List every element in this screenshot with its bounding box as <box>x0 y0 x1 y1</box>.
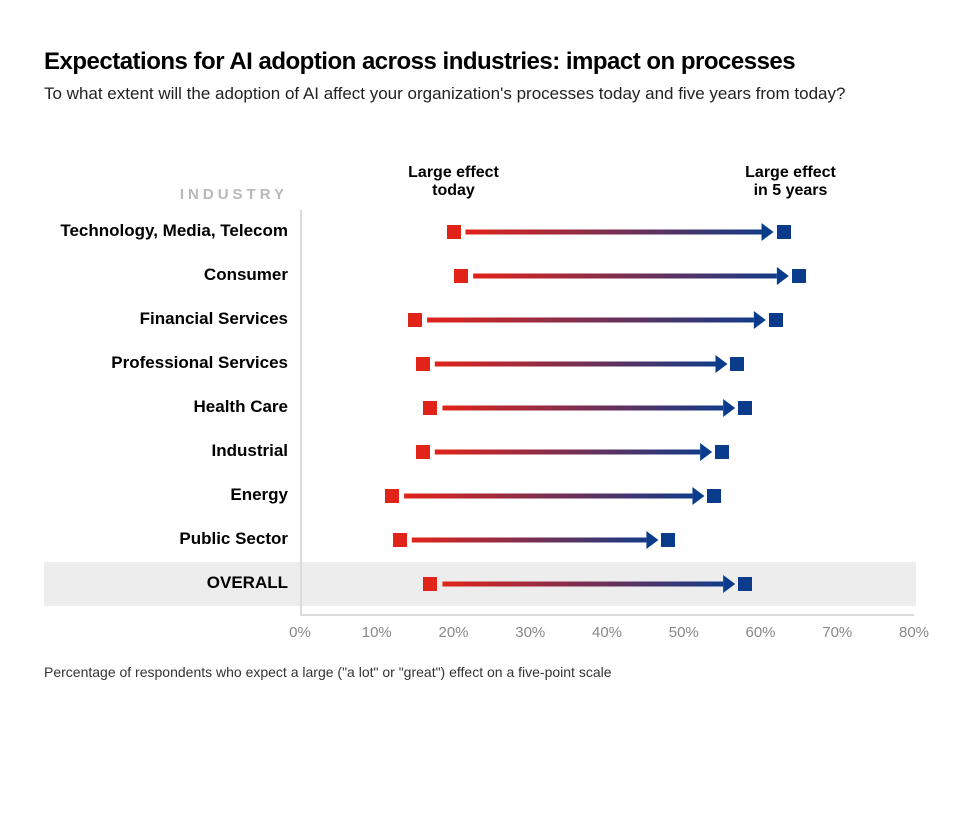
trend-arrow <box>44 154 954 654</box>
marker-future <box>738 577 752 591</box>
chart-footnote: Percentage of respondents who expect a l… <box>44 664 612 680</box>
chart-subtitle: To what extent will the adoption of AI a… <box>44 84 916 104</box>
marker-today <box>423 577 437 591</box>
chart-area: INDUSTRYLarge effect todayLarge effect i… <box>44 154 916 704</box>
page: Expectations for AI adoption across indu… <box>0 0 960 828</box>
chart-title: Expectations for AI adoption across indu… <box>44 48 916 76</box>
